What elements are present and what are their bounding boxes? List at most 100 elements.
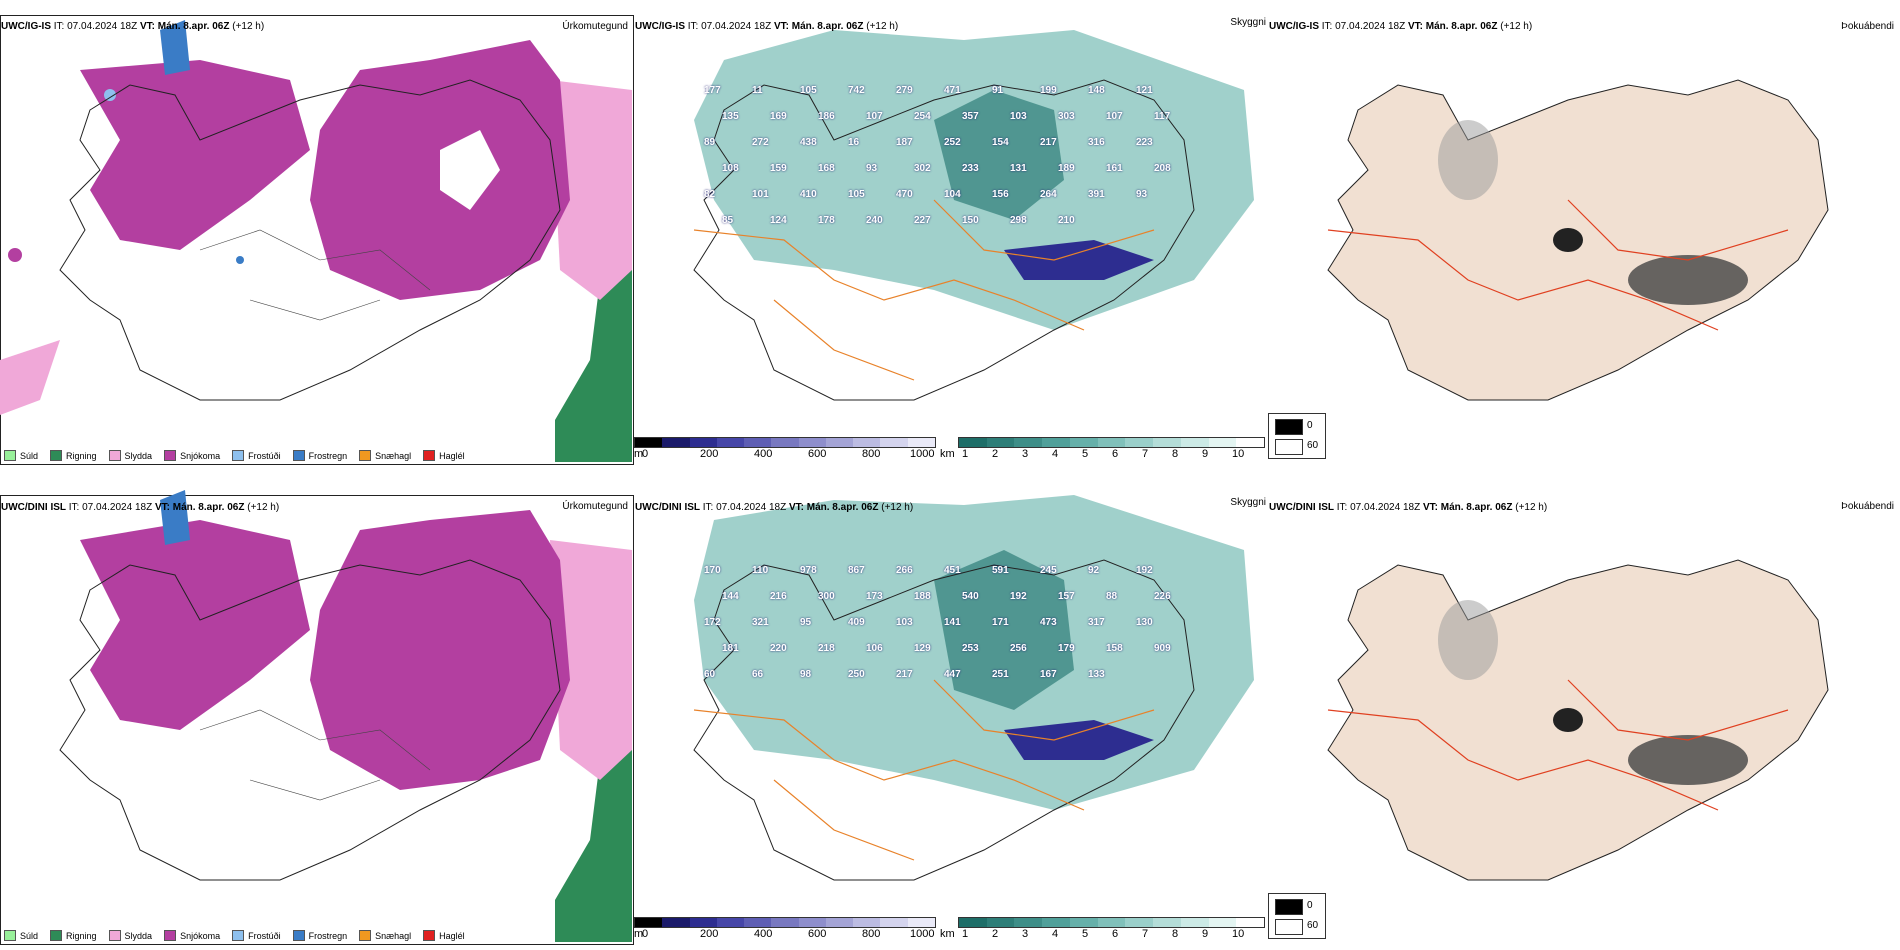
visibility-value-label: 303 [1058,111,1075,122]
visibility-value-label: 131 [1010,163,1027,174]
legend-swatch [108,450,121,461]
visibility-value-label: 540 [962,591,979,602]
colorbar-segment [635,918,663,927]
colorbar-segment [716,438,745,447]
colorbar-segment [825,918,854,927]
visibility-value-label: 245 [1040,565,1057,576]
visibility-value-label: 170 [704,565,721,576]
visibility-value-label: 240 [866,215,883,226]
visibility-value-label: 302 [914,163,931,174]
colorbar-segment [662,438,690,447]
legend-swatch [232,930,245,941]
colorbar-segment [744,438,772,447]
visibility-value-label: 117 [1154,111,1171,122]
visibility-value-label: 252 [944,137,961,148]
visibility-value-label: 208 [1154,163,1171,174]
colorbar-segment [1236,918,1265,927]
variable-name: Þokuábendi [1841,21,1894,32]
colorbar-segment [771,918,799,927]
visibility-value-label: 177 [704,85,721,96]
elevation-colorbar [634,437,936,448]
colorbar-segment [771,438,799,447]
visibility-value-label: 188 [914,591,931,602]
visibility-value-label: 187 [896,137,913,148]
visibility-value-label: 226 [1154,591,1171,602]
precip-legend: Súld Rigning Slydda Snjókoma Frostúði Fr… [4,450,465,461]
visibility-value-label: 82 [704,189,716,200]
panel-title: UWC/DINI ISL IT: 07.04.2024 18Z VT: Mán.… [1269,502,1548,513]
visibility-value-label: 85 [722,215,734,226]
visibility-value-label: 171 [992,617,1009,628]
colorbar-segment [986,438,1015,447]
visibility-value-label: 742 [848,85,865,96]
visibility-value-label: 410 [800,189,817,200]
colorbar-segment [1180,438,1209,447]
visibility-value-label: 130 [1136,617,1153,628]
panel-title: UWC/DINI ISL IT: 07.04.2024 18Z VT: Mán.… [1,502,280,513]
visibility-value-label: 316 [1088,137,1105,148]
visibility-value-label: 300 [818,591,835,602]
colorbar-segment [1014,918,1043,927]
elevation-colorbar [634,917,936,928]
colorbar-segment [1042,918,1070,927]
fog-field [1327,79,1829,401]
panel-title: UWC/IG-IS IT: 07.04.2024 18Z VT: Mán. 8.… [1,21,265,32]
colorbar-segment [986,918,1015,927]
visibility-value-label: 103 [1010,111,1027,122]
visibility-value-label: 179 [1058,643,1075,654]
visibility-value-label: 256 [1010,643,1027,654]
colorbar-segment [853,438,881,447]
fog-swatch-black [1275,899,1303,915]
visibility-value-label: 357 [962,111,979,122]
fog-legend: 0 60 [1268,413,1326,459]
map-frame [0,495,634,945]
visibility-value-label: 92 [1088,565,1100,576]
visibility-value-label: 11 [752,85,763,96]
colorbar-segment [1153,438,1181,447]
legend-swatch [164,450,177,461]
variable-name: Þokuábendi [1841,501,1894,512]
legend-swatch [4,450,16,461]
elevation-ticks: m 0 200 400 600 800 1000 [634,448,935,460]
variable-name: Úrkomutegund [562,501,628,512]
visibility-value-label: 144 [722,591,739,602]
visibility-value-label: 124 [770,215,787,226]
visibility-value-label: 106 [866,643,883,654]
fog-map-top: UWC/IG-IS IT: 07.04.2024 18Z VT: Mán. 8.… [1268,0,1900,465]
visibility-ticks: km 1 2 3 4 5 6 7 8 9 10 [940,928,1245,940]
visibility-value-label: 173 [866,591,883,602]
visibility-value-label: 233 [962,163,979,174]
colorbar-segment [744,918,772,927]
visibility-value-label: 93 [866,163,878,174]
colorbar-segment [1180,918,1209,927]
colorbar-segment [1236,438,1265,447]
fog-legend: 0 60 [1268,893,1326,939]
visibility-field [693,495,1254,881]
fog-field [1327,559,1829,881]
colorbar-segment [662,918,690,927]
precip-type-field [0,20,632,462]
visibility-value-label: 391 [1088,189,1105,200]
visibility-value-label: 178 [818,215,835,226]
visibility-value-label: 217 [1040,137,1057,148]
visibility-value-label: 251 [992,669,1009,680]
visibility-value-label: 172 [704,617,721,628]
visibility-value-label: 135 [722,111,739,122]
colorbar-segment [1042,438,1070,447]
legend-swatch [4,930,16,941]
panel-title: UWC/IG-IS IT: 07.04.2024 18Z VT: Mán. 8.… [635,21,899,32]
colorbar-segment [907,438,935,447]
colorbar-segment [825,438,854,447]
fog-swatch-white [1275,919,1303,935]
visibility-value-label: 409 [848,617,865,628]
visibility-value-label: 167 [1040,669,1057,680]
visibility-value-label: 227 [914,215,931,226]
visibility-value-label: 107 [866,111,883,122]
legend-swatch [359,930,372,941]
visibility-value-label: 451 [944,565,961,576]
visibility-colorbar [958,917,1265,928]
elevation-ticks: m 0 200 400 600 800 1000 [634,928,935,940]
legend-swatch [423,450,436,461]
visibility-colorbar [958,437,1265,448]
visibility-value-label: 223 [1136,137,1153,148]
